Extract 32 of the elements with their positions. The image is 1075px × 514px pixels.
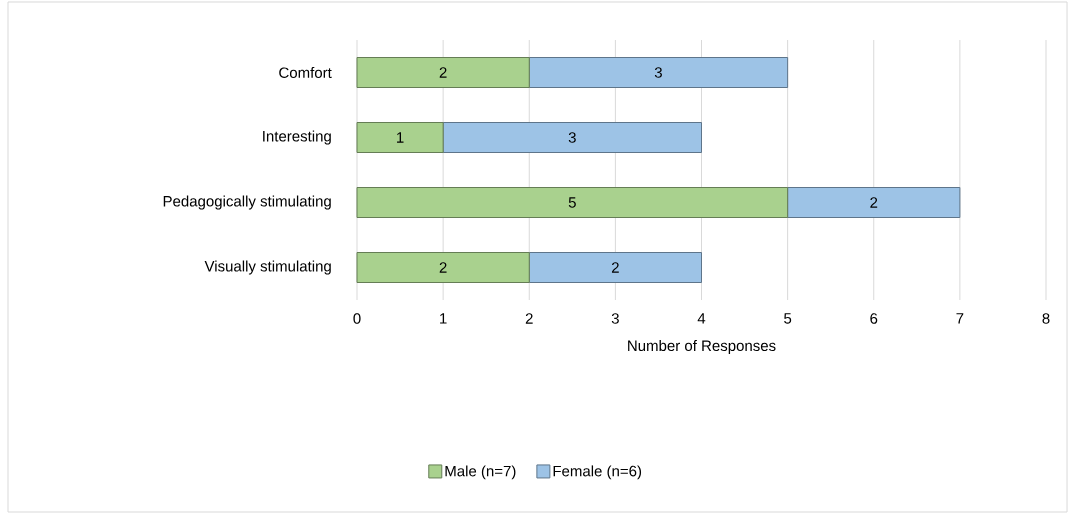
x-tick-label: 3: [611, 313, 619, 324]
x-tick-label: 5: [784, 313, 792, 324]
data-label: 1: [397, 132, 404, 143]
data-label: 2: [439, 262, 447, 273]
data-label: 2: [870, 197, 878, 208]
y-tick-label: Visually stimulating: [204, 260, 331, 275]
x-tick-label: 7: [956, 313, 964, 324]
x-tick-label: 2: [525, 313, 533, 324]
bar: [356, 57, 530, 88]
bar: [356, 187, 789, 218]
data-label: 3: [568, 132, 576, 143]
x-tick-label: 6: [870, 313, 878, 324]
x-axis-title: Number of Responses: [628, 340, 776, 354]
x-tick-label: 1: [440, 313, 447, 324]
x-tick-label: 4: [697, 313, 706, 324]
bar: [356, 122, 444, 153]
data-label: 2: [611, 262, 619, 273]
y-tick-label: Pedagogically stimulating: [163, 195, 331, 210]
bar: [528, 252, 702, 283]
x-tick-label: 0: [353, 313, 361, 324]
legend-label: Female (n=6): [553, 465, 642, 480]
bar: [528, 57, 789, 88]
bar: [787, 187, 961, 218]
x-tick-label: 8: [1042, 313, 1050, 324]
data-label: 5: [568, 197, 576, 208]
data-label: 2: [439, 67, 447, 78]
bar: [442, 122, 702, 153]
bar: [356, 252, 530, 283]
data-label: 3: [654, 67, 662, 78]
y-tick-label: Interesting: [263, 130, 331, 145]
y-tick-label: Comfort: [279, 66, 332, 78]
legend-label: Male (n=7): [445, 465, 516, 480]
